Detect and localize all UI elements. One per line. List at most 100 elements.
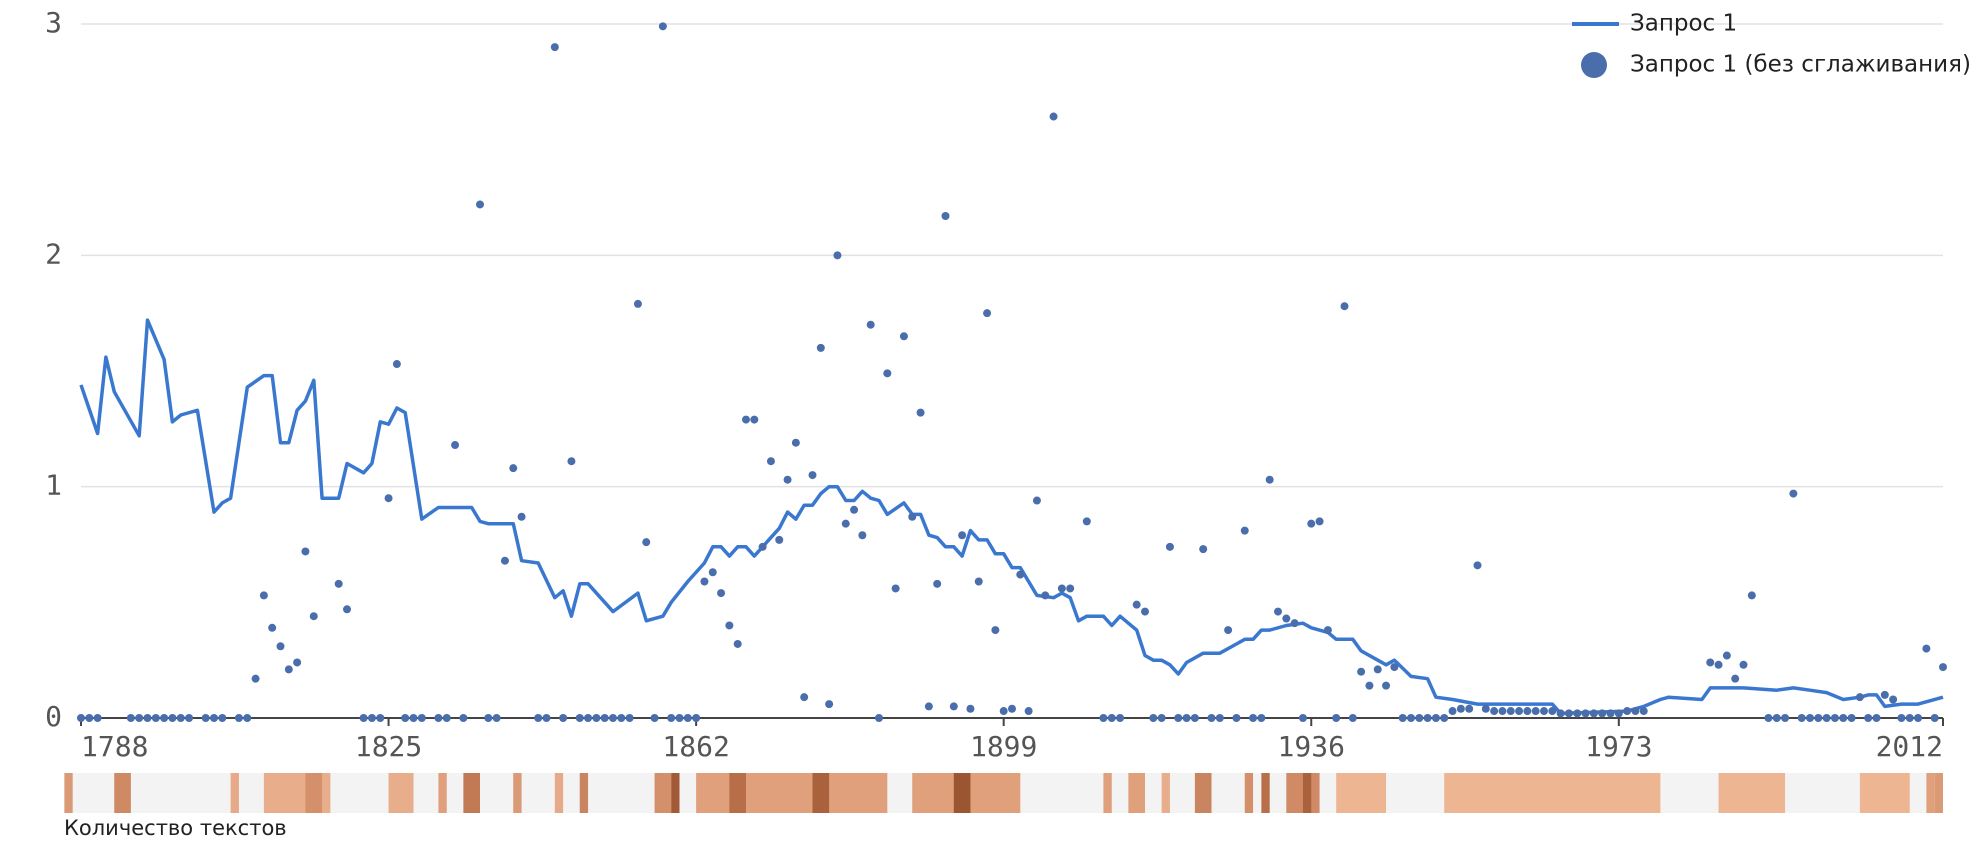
strip-segment <box>1302 773 1312 813</box>
point <box>650 714 659 722</box>
x-tick-label: 1973 <box>1585 730 1652 763</box>
x-tick-label: 2012 <box>1876 730 1943 763</box>
point <box>168 714 177 722</box>
point <box>1282 614 1291 623</box>
point <box>1797 714 1806 722</box>
point <box>376 714 385 722</box>
point <box>550 43 559 52</box>
legend-swatch <box>1581 52 1607 78</box>
strip-segment <box>1194 773 1212 813</box>
point <box>1232 714 1241 722</box>
point <box>1257 714 1266 722</box>
point <box>1623 707 1632 716</box>
point <box>1423 714 1432 722</box>
point <box>1149 714 1158 722</box>
point <box>1855 693 1864 702</box>
point <box>1298 714 1307 722</box>
strip-segment <box>1926 773 1935 813</box>
point <box>1814 714 1823 722</box>
point <box>1631 707 1640 716</box>
point <box>218 714 227 722</box>
point <box>1332 714 1341 722</box>
point <box>309 612 318 621</box>
strip-segment <box>671 773 680 813</box>
point <box>1490 707 1499 716</box>
point <box>833 251 842 260</box>
point <box>592 714 601 722</box>
point <box>949 702 958 711</box>
point <box>534 714 543 722</box>
point <box>1274 607 1282 616</box>
point <box>1914 714 1923 722</box>
point <box>476 200 484 209</box>
point <box>401 714 410 722</box>
point <box>1456 704 1465 713</box>
line <box>79 318 1944 716</box>
point <box>1041 591 1050 600</box>
point <box>367 714 376 722</box>
point <box>1747 591 1756 600</box>
point <box>642 538 651 547</box>
point <box>1157 714 1166 722</box>
point <box>1606 709 1615 718</box>
strip-segment <box>953 773 971 813</box>
point <box>1473 561 1482 570</box>
point <box>1847 714 1856 722</box>
point <box>1614 709 1623 718</box>
strip-segment <box>729 773 746 813</box>
point <box>160 714 169 722</box>
point <box>210 714 218 722</box>
point <box>974 577 983 586</box>
strip-segment <box>1244 773 1254 813</box>
point <box>1540 707 1548 716</box>
point <box>359 714 368 722</box>
point <box>1307 519 1316 528</box>
point <box>683 714 692 722</box>
point <box>1839 714 1848 722</box>
point <box>1249 714 1258 722</box>
point <box>492 714 501 722</box>
point <box>766 457 775 466</box>
point <box>509 464 518 473</box>
point <box>567 457 576 466</box>
strip-label: Количество текстов <box>64 816 287 840</box>
point <box>783 475 792 484</box>
point <box>1440 714 1449 722</box>
point <box>451 441 460 450</box>
legend-label: Запрос 1 <box>1630 11 1737 37</box>
point <box>1323 626 1332 635</box>
point <box>733 639 742 648</box>
point <box>584 714 593 722</box>
point <box>251 674 260 683</box>
point <box>1930 714 1939 722</box>
point <box>243 714 252 722</box>
point <box>700 577 709 586</box>
point <box>1465 704 1474 713</box>
point <box>1481 704 1490 713</box>
point <box>442 714 451 722</box>
point <box>1290 619 1299 628</box>
point <box>1706 658 1715 667</box>
point <box>1897 714 1906 722</box>
strip-segment <box>114 773 131 813</box>
point <box>858 531 867 540</box>
point <box>575 714 584 722</box>
strip-segment <box>1444 773 1661 813</box>
point <box>1099 714 1108 722</box>
point <box>276 642 285 651</box>
strip-segment <box>463 773 480 813</box>
point <box>1398 714 1407 722</box>
point <box>151 714 160 722</box>
point <box>1448 707 1457 716</box>
point <box>800 693 809 702</box>
x-tick-label: 1899 <box>970 730 1037 763</box>
point <box>1182 714 1191 722</box>
point <box>983 309 992 318</box>
point <box>1199 545 1208 554</box>
x-tick-label: 1936 <box>1278 730 1345 763</box>
x-tick-label: 1862 <box>662 730 729 763</box>
point <box>625 714 634 722</box>
point <box>941 212 950 221</box>
point <box>1872 714 1881 722</box>
point <box>500 556 509 565</box>
